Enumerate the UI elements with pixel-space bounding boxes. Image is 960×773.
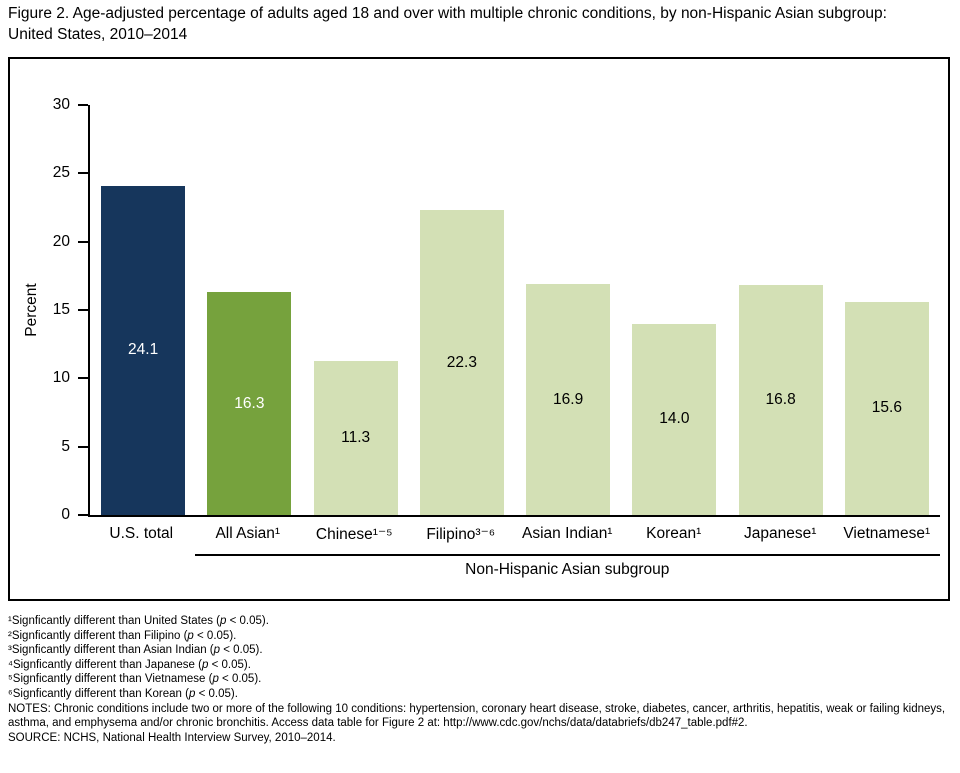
x-tick-label: Korean¹ bbox=[646, 525, 702, 542]
y-tick-label: 30 bbox=[52, 96, 70, 113]
y-tick-mark bbox=[78, 104, 88, 106]
bar-value-label: 24.1 bbox=[128, 341, 159, 359]
y-tick-label: 20 bbox=[52, 232, 70, 250]
x-axis-labels: U.S. total All Asian¹ Chinese¹⁻⁵ Filipino³⁻… bbox=[88, 525, 940, 544]
subgroup-axis-label: Non-Hispanic Asian subgroup bbox=[465, 561, 670, 578]
bar-value-label: 16.9 bbox=[553, 390, 584, 408]
bar: 11.3 bbox=[313, 360, 398, 515]
x-tick-label: Vietnamese¹ bbox=[843, 525, 931, 542]
bar-value-label: 22.3 bbox=[446, 353, 477, 371]
y-tick-mark bbox=[78, 514, 88, 516]
subgroup-axis: Non-Hispanic Asian subgroup bbox=[88, 554, 940, 579]
footnote-line: ⁴Signficantly different than Japanese (p… bbox=[8, 658, 251, 671]
y-tick-mark bbox=[78, 309, 88, 311]
bar: 24.1 bbox=[101, 185, 186, 515]
x-tick-label: Chinese¹⁻⁵ bbox=[315, 526, 393, 543]
bar-column: 14.0 bbox=[621, 105, 727, 515]
bar: 15.6 bbox=[844, 301, 929, 515]
notes-text: NOTES: Chronic conditions include two or… bbox=[8, 702, 946, 730]
chart-frame: Percent 24.1 16.3 11.3 22.3 16.9 14.0 16.8 15.6… bbox=[8, 57, 950, 601]
footnote-line: ²Signficantly different than Filipino (p… bbox=[8, 629, 237, 642]
bar: 16.3 bbox=[207, 292, 292, 515]
x-tick-label: U.S. total bbox=[109, 525, 174, 542]
bar-column: 16.3 bbox=[196, 105, 302, 515]
bar-value-label: 16.3 bbox=[234, 394, 265, 412]
footnote-line: ³Signficantly different than Asian India… bbox=[8, 644, 263, 657]
bars-container: 24.1 16.3 11.3 22.3 16.9 14.0 16.8 15.6 bbox=[90, 105, 940, 515]
y-tick-mark bbox=[78, 377, 88, 380]
footnote-line: ⁶Signficantly different than Korean (p <… bbox=[8, 687, 238, 700]
bar-column: 24.1 bbox=[90, 105, 196, 515]
subgroup-bracket-line: Non-Hispanic Asian subgroup bbox=[194, 554, 940, 579]
x-tick-label: All Asian¹ bbox=[215, 525, 281, 542]
bar-value-label: 16.8 bbox=[765, 391, 796, 409]
bar: 16.9 bbox=[526, 284, 611, 515]
figure-title: Figure 2. Age-adjusted percentage of adu… bbox=[8, 5, 887, 43]
footnote-list: ¹Signficantly different than United Stat… bbox=[8, 614, 954, 702]
bar: 14.0 bbox=[632, 323, 717, 515]
y-tick-mark bbox=[78, 172, 88, 175]
y-tick-label: 25 bbox=[52, 164, 70, 182]
bar-column: 16.8 bbox=[728, 105, 834, 515]
bar-value-label: 14.0 bbox=[659, 410, 690, 428]
footnote-line: ⁵Signficantly different than Vietnamese … bbox=[8, 673, 262, 686]
x-tick-label: Asian Indian¹ bbox=[522, 525, 613, 542]
y-tick-label: 10 bbox=[52, 369, 70, 387]
bar: 16.8 bbox=[738, 285, 823, 515]
x-tick-label: Japanese¹ bbox=[744, 525, 817, 542]
bar-value-label: 11.3 bbox=[341, 428, 371, 446]
bar-column: 16.9 bbox=[515, 105, 621, 515]
y-tick-label: 15 bbox=[52, 301, 70, 318]
y-tick-label: 0 bbox=[61, 506, 70, 523]
source-text: SOURCE: NCHS, National Health Interview … bbox=[8, 731, 336, 744]
plot-area: 24.1 16.3 11.3 22.3 16.9 14.0 16.8 15.6 0 5 10 15 2… bbox=[53, 96, 940, 523]
y-tick-mark bbox=[78, 445, 88, 448]
x-tick-label: Filipino³⁻⁶ bbox=[426, 526, 496, 543]
bar-column: 22.3 bbox=[409, 105, 515, 515]
footnote-line: ¹Signficantly different than United Stat… bbox=[8, 615, 269, 627]
bar-value-label: 15.6 bbox=[871, 399, 902, 417]
bar: 22.3 bbox=[419, 210, 504, 515]
y-tick-label: 5 bbox=[61, 437, 70, 455]
bar-column: 11.3 bbox=[303, 105, 409, 515]
bar-column: 15.6 bbox=[834, 105, 940, 515]
footnotes-block: ¹Signficantly different than United Stat… bbox=[8, 614, 954, 745]
y-tick-mark bbox=[78, 240, 88, 243]
